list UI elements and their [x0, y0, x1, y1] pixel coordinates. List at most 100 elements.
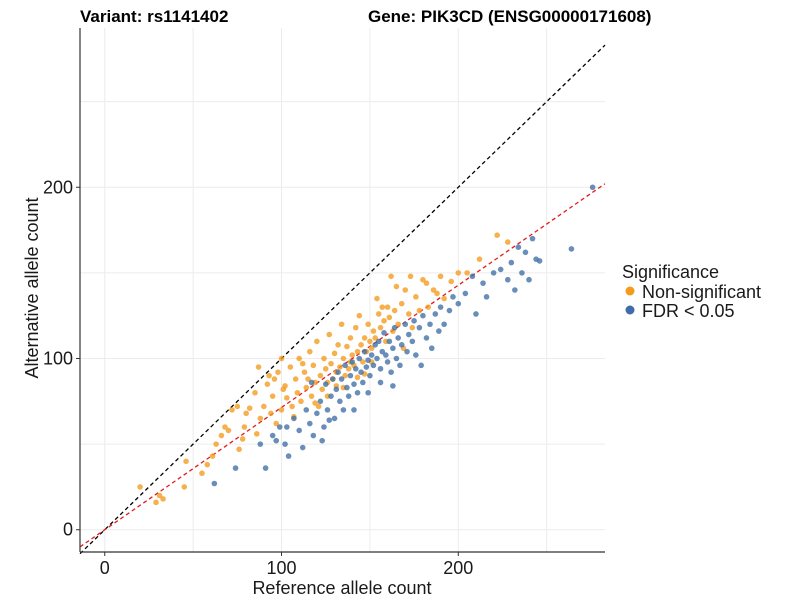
point-non-significant: [354, 374, 361, 381]
point-non-significant: [253, 431, 260, 437]
x-axis-label: Reference allele count: [252, 578, 431, 598]
point-fdr-0-05: [335, 369, 341, 375]
point-fdr-0-05: [317, 398, 324, 405]
point-non-significant: [308, 393, 315, 399]
tick-labels: 0 100 200 0 100 200: [43, 177, 473, 578]
x-tick-label: 100: [266, 558, 296, 578]
point-non-significant: [299, 360, 306, 367]
point-non-significant: [476, 256, 483, 262]
point-non-significant: [434, 290, 440, 297]
point-non-significant: [384, 304, 391, 310]
point-non-significant: [337, 364, 343, 370]
point-non-significant: [266, 372, 272, 379]
point-fdr-0-05: [436, 328, 442, 334]
point-non-significant: [252, 389, 258, 396]
point-fdr-0-05: [490, 270, 497, 276]
point-non-significant: [319, 386, 325, 393]
point-non-significant: [303, 384, 310, 391]
point-non-significant: [156, 492, 163, 499]
point-non-significant: [413, 294, 419, 300]
legend-label-non-significant: Non-significant: [642, 282, 761, 302]
chart-title-gene: Gene: PIK3CD (ENSG00000171608): [368, 7, 651, 26]
point-non-significant: [347, 335, 354, 341]
point-non-significant: [356, 312, 363, 319]
data-points: [137, 184, 596, 506]
point-fdr-0-05: [391, 324, 398, 331]
point-non-significant: [321, 355, 327, 362]
point-fdr-0-05: [390, 345, 396, 352]
point-fdr-0-05: [372, 341, 379, 348]
point-non-significant: [372, 335, 379, 341]
point-fdr-0-05: [269, 432, 276, 439]
point-non-significant: [209, 453, 216, 459]
point-fdr-0-05: [395, 335, 401, 341]
grid-lines: [80, 28, 605, 552]
point-fdr-0-05: [321, 424, 327, 430]
point-fdr-0-05: [383, 352, 389, 358]
point-fdr-0-05: [377, 379, 384, 386]
point-non-significant: [391, 307, 398, 314]
point-non-significant: [398, 300, 405, 307]
point-fdr-0-05: [284, 424, 290, 430]
point-non-significant: [388, 273, 394, 280]
point-non-significant: [374, 295, 380, 302]
y-tick-label: 200: [43, 177, 73, 197]
point-non-significant: [241, 424, 248, 430]
point-non-significant: [312, 400, 318, 406]
point-fdr-0-05: [337, 398, 343, 405]
point-non-significant: [349, 352, 356, 358]
point-non-significant: [395, 321, 401, 328]
point-fdr-0-05: [437, 304, 444, 310]
point-fdr-0-05: [386, 338, 393, 345]
point-non-significant: [360, 359, 366, 365]
point-non-significant: [345, 365, 352, 372]
point-fdr-0-05: [536, 258, 543, 264]
point-fdr-0-05: [319, 437, 325, 444]
point-fdr-0-05: [299, 444, 306, 451]
legend: Significance Non-significant FDR < 0.05: [622, 262, 761, 321]
point-non-significant: [352, 324, 359, 331]
point-non-significant: [222, 424, 228, 430]
point-fdr-0-05: [504, 276, 511, 283]
point-fdr-0-05: [508, 259, 515, 266]
point-non-significant: [243, 410, 249, 417]
point-fdr-0-05: [349, 359, 356, 365]
point-non-significant: [420, 276, 426, 283]
point-non-significant: [236, 446, 242, 453]
point-fdr-0-05: [273, 437, 280, 444]
point-fdr-0-05: [381, 330, 387, 336]
point-fdr-0-05: [393, 355, 400, 362]
point-fdr-0-05: [326, 417, 333, 423]
point-non-significant: [287, 364, 294, 370]
point-fdr-0-05: [469, 273, 476, 280]
point-fdr-0-05: [404, 348, 410, 355]
point-non-significant: [402, 287, 409, 293]
point-non-significant: [298, 398, 304, 405]
point-fdr-0-05: [308, 379, 315, 386]
point-non-significant: [365, 321, 371, 328]
point-non-significant: [315, 403, 322, 410]
point-fdr-0-05: [328, 393, 334, 399]
point-fdr-0-05: [568, 246, 575, 252]
legend-label-fdr: FDR < 0.05: [642, 301, 735, 321]
point-non-significant: [448, 278, 455, 285]
point-non-significant: [464, 270, 470, 276]
point-non-significant: [305, 376, 311, 382]
point-non-significant: [306, 348, 313, 355]
point-fdr-0-05: [450, 294, 456, 300]
point-non-significant: [160, 496, 166, 502]
point-fdr-0-05: [365, 357, 371, 364]
point-non-significant: [367, 338, 373, 345]
point-fdr-0-05: [402, 321, 409, 328]
point-non-significant: [342, 372, 348, 379]
point-non-significant: [331, 350, 338, 357]
point-fdr-0-05: [428, 345, 435, 352]
point-non-significant: [361, 335, 368, 341]
point-fdr-0-05: [416, 324, 423, 331]
point-non-significant: [261, 403, 267, 410]
point-fdr-0-05: [411, 318, 417, 324]
point-fdr-0-05: [455, 300, 462, 307]
point-fdr-0-05: [384, 359, 391, 365]
point-non-significant: [335, 341, 341, 348]
point-non-significant: [407, 273, 414, 280]
